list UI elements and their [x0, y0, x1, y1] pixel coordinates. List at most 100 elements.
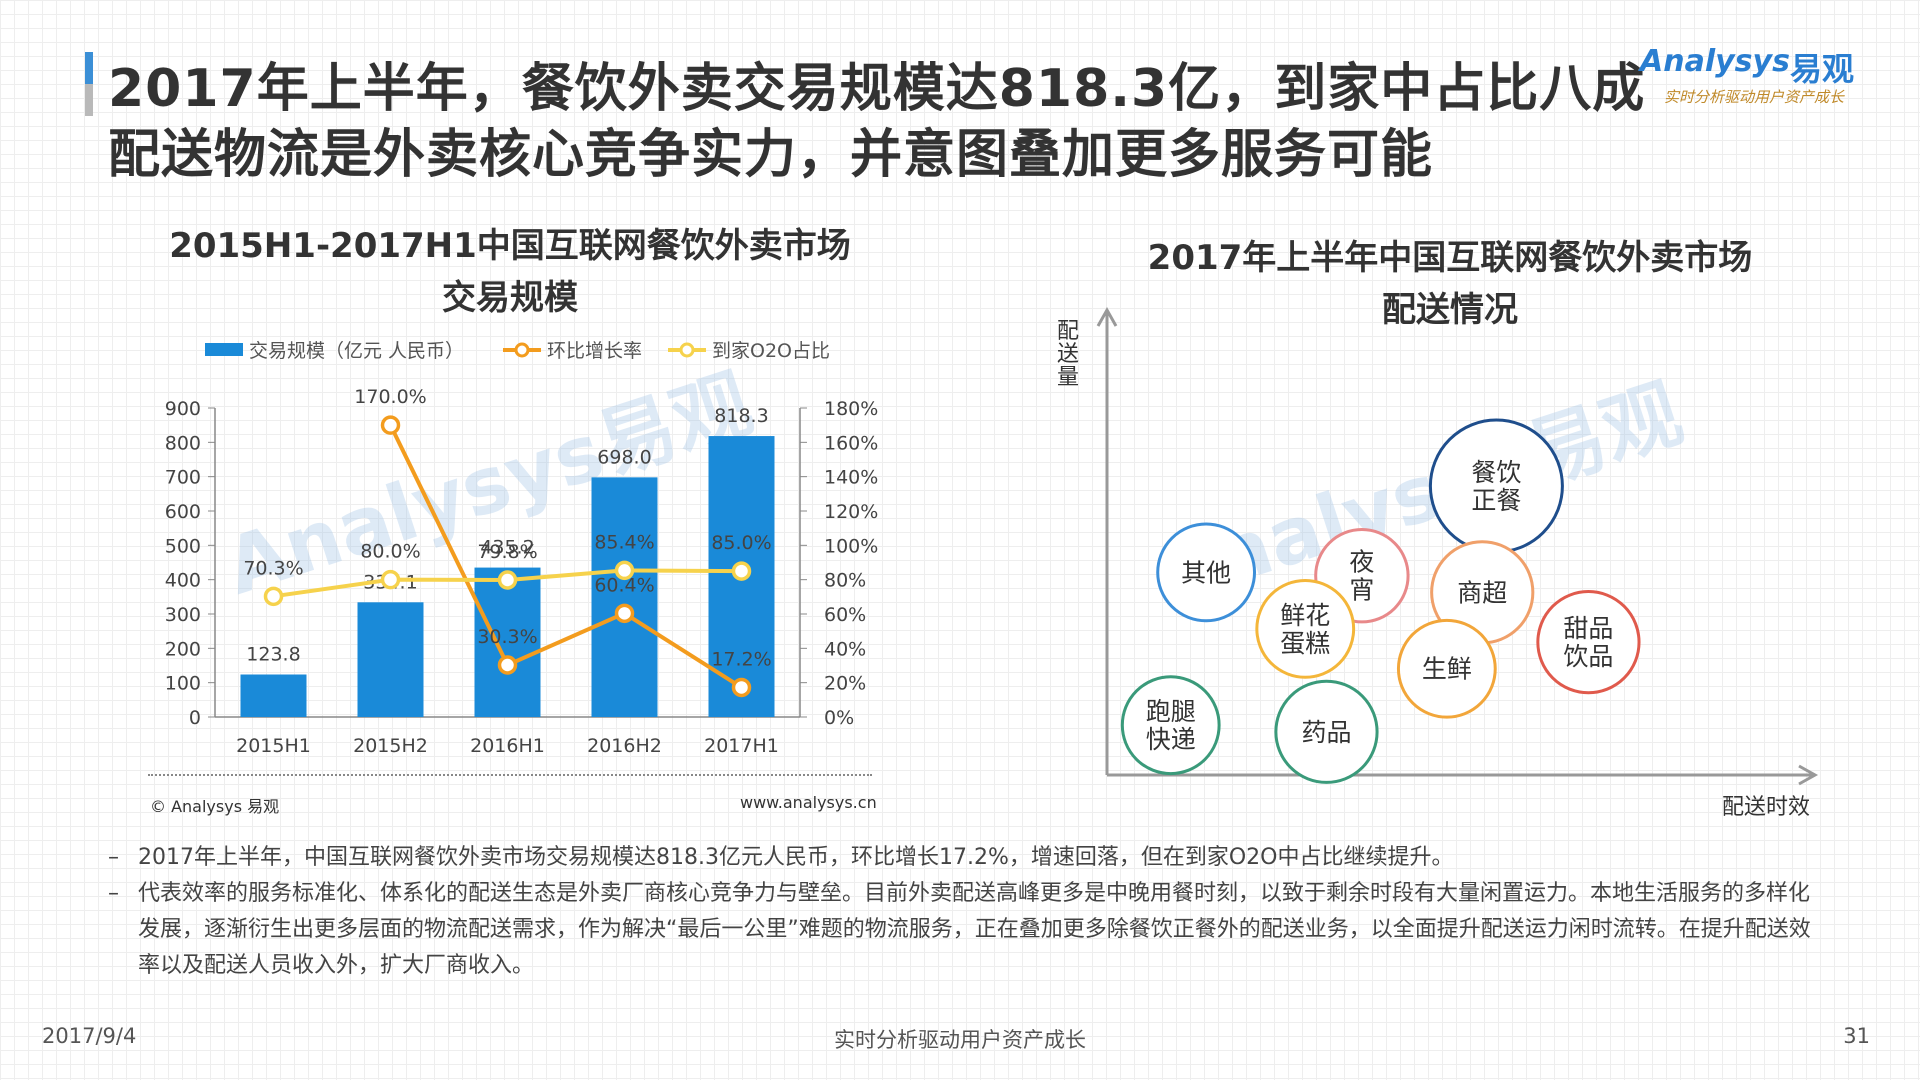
right-tick-label: 100% — [824, 535, 878, 557]
y-axis-arrow — [1096, 306, 1118, 327]
left-tick-label: 0 — [189, 707, 201, 729]
bubble-label: 鲜花 — [1280, 601, 1330, 630]
series-point — [497, 570, 518, 590]
right-tick-label: 0% — [824, 707, 854, 729]
x-tick-label: 2015H2 — [353, 735, 428, 757]
bubble-circle — [1255, 578, 1356, 679]
x-tick-label: 2016H2 — [587, 735, 662, 757]
logo-brand: Analysys — [1640, 44, 1790, 79]
bar-2015H1 — [240, 674, 307, 717]
footer-slogan: 实时分析驱动用户资产成长 — [834, 1028, 1086, 1052]
chart-legend: 交易规模（亿元 人民币） 环比增长率 到家O2O占比 — [205, 340, 830, 362]
series-point — [263, 586, 284, 607]
bar-value-label: 435.2 — [480, 537, 534, 559]
page-number: 31 — [1843, 1024, 1870, 1048]
bubble-label: 其他 — [1181, 558, 1231, 587]
left-tick-label: 800 — [165, 432, 201, 454]
source-divider — [148, 774, 872, 776]
bubble-label: 快递 — [1146, 725, 1196, 754]
bubble-生鲜: 生鲜 — [1396, 618, 1497, 719]
left-chart-title: 2015H1-2017H1中国互联网餐饮外卖市场 交易规模 — [140, 220, 880, 324]
logo-slogan: 实时分析驱动用户资产成长 — [1664, 88, 1845, 106]
bubble-circle — [1396, 618, 1497, 719]
left-tick-label: 300 — [165, 604, 201, 626]
legend-item: 环比增长率 — [503, 340, 642, 362]
series-point — [614, 560, 635, 581]
bullet-text-2: 代表效率的服务标准化、体系化的配送生态是外卖厂商核心竞争力与壁垒。目前外卖配送高… — [138, 881, 1811, 978]
left-tick-label: 100 — [165, 673, 201, 695]
source-copyright: © Analysys 易观 — [150, 797, 280, 816]
bubble-label: 蛋糕 — [1280, 629, 1330, 658]
series-value-label: 79.8% — [477, 541, 537, 563]
bubble-label: 宵 — [1349, 576, 1374, 605]
series-value-label: 85.0% — [711, 532, 771, 554]
bubble-label: 夜 — [1349, 548, 1374, 577]
series-value-label: 17.2% — [711, 648, 771, 670]
bubble-label: 正餐 — [1471, 486, 1521, 515]
series-value-label: 60.4% — [594, 574, 654, 596]
right-tick-label: 20% — [824, 673, 866, 695]
series-value-label: 85.4% — [594, 531, 654, 553]
summary-bullets: – 2017年上半年，中国互联网餐饮外卖市场交易规模达818.3亿元人民币，环比… — [108, 840, 1828, 984]
bubble-餐饮正餐: 餐饮正餐 — [1428, 418, 1564, 554]
legend-marker — [679, 342, 695, 358]
y-axis-label: 配送量 — [1057, 319, 1079, 390]
series-point — [614, 603, 635, 624]
bubble-label: 生鲜 — [1422, 655, 1472, 684]
x-tick-label: 2015H1 — [236, 735, 311, 757]
bubble-label: 药品 — [1301, 718, 1351, 747]
bubble-label: 甜品 — [1563, 614, 1613, 643]
right-chart-title: 2017年上半年中国互联网餐饮外卖市场 配送情况 — [1090, 232, 1810, 336]
title-accent-bar-grey — [85, 84, 93, 116]
right-tick-label: 120% — [824, 501, 878, 523]
x-axis-arrow — [1798, 764, 1819, 786]
bubble-circle — [1156, 522, 1257, 623]
series-value-label: 70.3% — [243, 557, 303, 579]
bar-2016H1 — [474, 567, 541, 717]
left-tick-label: 500 — [165, 535, 201, 557]
bubble-circle — [1274, 679, 1379, 784]
right-tick-label: 40% — [824, 638, 866, 660]
logo-brand-cn: 易观 — [1790, 50, 1855, 88]
bullet-text-1: 2017年上半年，中国互联网餐饮外卖市场交易规模达818.3亿元人民币，环比增长… — [138, 845, 1454, 870]
series-value-label: 170.0% — [354, 386, 426, 408]
left-tick-label: 700 — [165, 467, 201, 489]
footer-date: 2017/9/4 — [42, 1024, 137, 1048]
bar-value-label: 698.0 — [597, 446, 651, 468]
right-tick-label: 160% — [824, 432, 878, 454]
x-tick-label: 2017H1 — [704, 735, 779, 757]
bubble-circle — [1120, 675, 1221, 776]
legend-item: 到家O2O占比 — [668, 340, 830, 362]
page-title-line2: 配送物流是外卖核心竞争实力，并意图叠加更多服务可能 — [108, 125, 1434, 185]
bar-value-label: 123.8 — [246, 643, 300, 665]
left-tick-label: 600 — [165, 501, 201, 523]
x-axis-label: 配送时效 — [1722, 795, 1810, 820]
right-chart-title-line2: 配送情况 — [1382, 290, 1518, 330]
source-url: www.analysys.cn — [740, 793, 877, 812]
right-tick-label: 60% — [824, 604, 866, 626]
left-tick-label: 200 — [165, 638, 201, 660]
series-point — [497, 655, 518, 675]
bar-value-label: 818.3 — [714, 405, 768, 427]
right-chart-title-line1: 2017年上半年中国互联网餐饮外卖市场 — [1147, 238, 1753, 278]
right-tick-label: 80% — [824, 570, 866, 592]
series-point — [380, 569, 401, 590]
series-point — [731, 561, 752, 581]
right-tick-label: 180% — [824, 398, 878, 420]
left-chart-title-line2: 交易规模 — [442, 278, 578, 318]
page-title-line1: 2017年上半年，餐饮外卖交易规模达818.3亿，到家中占比八成 — [108, 59, 1646, 119]
analysys-logo: Analysys 易观 实时分析驱动用户资产成长 — [1630, 44, 1870, 114]
left-tick-label: 900 — [165, 398, 201, 420]
bullet-item: – 2017年上半年，中国互联网餐饮外卖市场交易规模达818.3亿元人民币，环比… — [108, 845, 1454, 870]
bubble-药品: 药品 — [1274, 679, 1379, 784]
legend-marker — [514, 342, 530, 358]
bullet-item: – 代表效率的服务标准化、体系化的配送生态是外卖厂商核心竞争力与壁垒。目前外卖配… — [108, 881, 1811, 978]
legend-label: 交易规模（亿元 人民币） — [249, 340, 464, 362]
legend-label: 环比增长率 — [547, 340, 642, 362]
bubble-label: 跑腿 — [1146, 697, 1196, 726]
